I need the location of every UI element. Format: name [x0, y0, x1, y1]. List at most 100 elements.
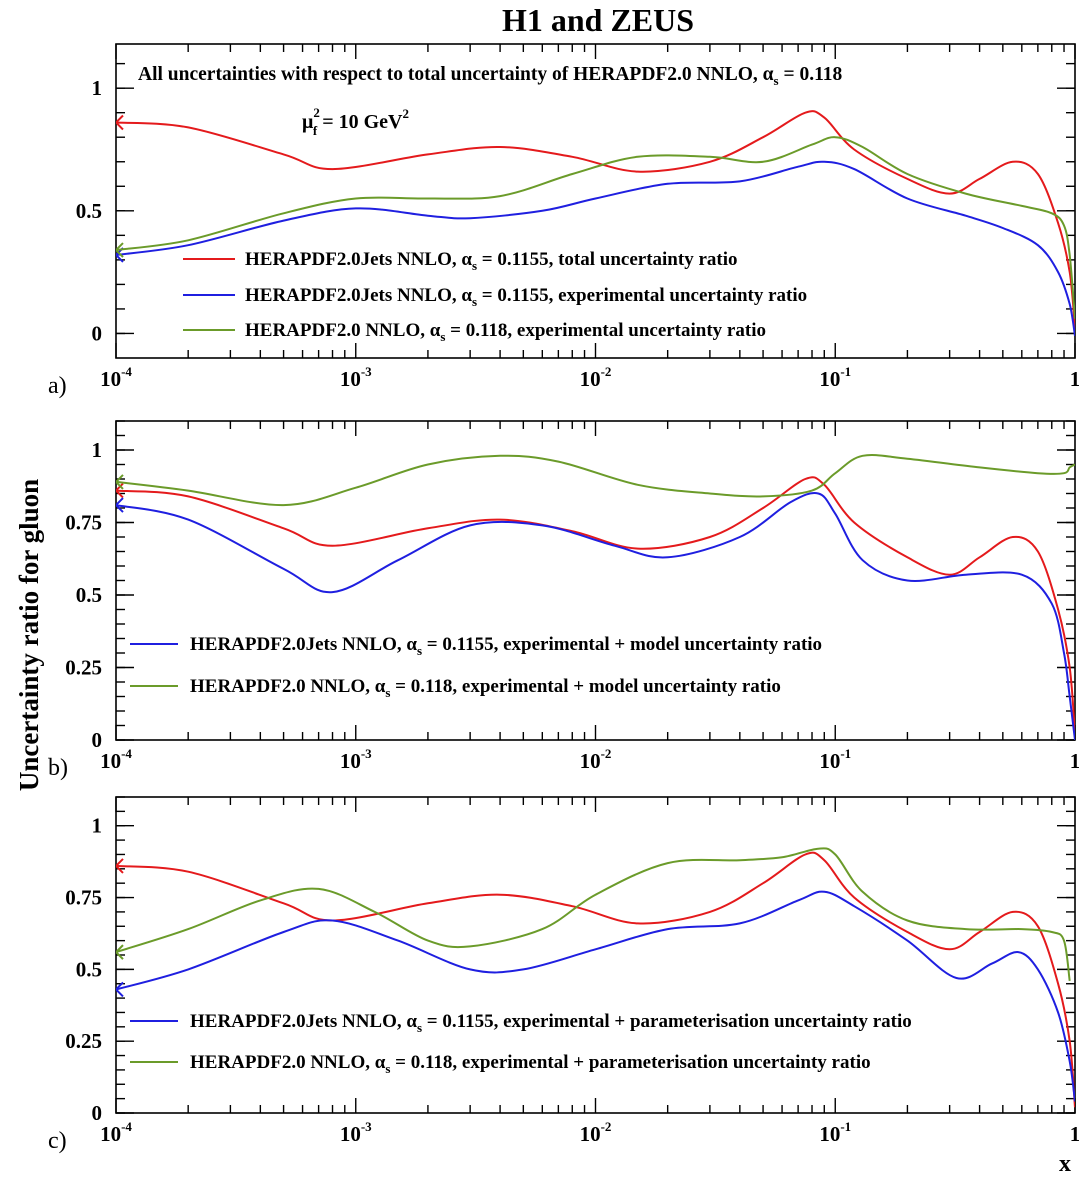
- curves: [116, 453, 1075, 740]
- panel-a: 10-4 10-3 10-2 10-1 100.51a)All uncertaintie…: [48, 43, 1079, 399]
- scale-mu: μ: [302, 111, 314, 133]
- x-tick-label: 10-3: [340, 746, 372, 773]
- x-tick-exponent: -1: [840, 364, 851, 379]
- panel-b: 10-4 10-3 10-2 10-1 100.250.50.751b)HERAPDF2…: [48, 420, 1079, 781]
- curves: [116, 110, 1075, 337]
- series-line-herapdf: [116, 847, 1071, 982]
- series-start-marker: [116, 858, 124, 874]
- legend-tail: = 0.118, experimental + parameterisation…: [390, 1052, 870, 1073]
- panel-label: a): [48, 373, 67, 399]
- x-tick-base: 10: [340, 1122, 361, 1146]
- y-tick-label: 0: [92, 1101, 103, 1125]
- x-tick-base: 1: [1070, 367, 1079, 391]
- legend-tail: = 0.118, experimental uncertainty ratio: [445, 320, 766, 341]
- legend-sub: s: [385, 1061, 390, 1076]
- series-start-marker: [116, 497, 124, 513]
- legend-entry: HERAPDF2.0Jets NNLO, αs = 0.1155, experi…: [190, 634, 822, 658]
- y-tick-label: 0: [92, 728, 103, 752]
- x-tick-exponent: -4: [121, 1119, 132, 1134]
- panels: 10-4 10-3 10-2 10-1 100.51a)All uncertaintie…: [48, 43, 1079, 1154]
- x-tick-exponent: -3: [361, 746, 372, 761]
- x-tick-label: 10-4: [100, 746, 132, 773]
- series-line-herapdf: [116, 136, 1075, 319]
- series-start-marker: [116, 474, 124, 490]
- y-tick-label: 0.75: [65, 511, 102, 535]
- x-tick-base: 10: [580, 367, 601, 391]
- legend-name: HERAPDF2.0Jets NNLO, α: [245, 249, 472, 270]
- x-tick-base: 10: [340, 367, 361, 391]
- y-tick-label: 0.75: [65, 886, 102, 910]
- x-tick-exponent: -4: [121, 364, 132, 379]
- x-tick-base: 10: [100, 1122, 121, 1146]
- scale-sub: f: [313, 123, 318, 138]
- y-tick-label: 0.5: [76, 957, 102, 981]
- x-tick-exponent: -3: [361, 364, 372, 379]
- legend-sub: s: [417, 643, 422, 658]
- series-line-jets: [116, 492, 1075, 740]
- legend-sub: s: [472, 294, 477, 309]
- scale-tail: = 10 GeV: [317, 111, 403, 133]
- plot-frame: [115, 43, 1076, 359]
- y-tick-label: 1: [92, 438, 103, 462]
- panel-label: c): [48, 1128, 67, 1154]
- chart-title: H1 and ZEUS: [502, 2, 694, 38]
- legend-name: HERAPDF2.0Jets NNLO, α: [190, 634, 417, 655]
- legend-entry: HERAPDF2.0Jets NNLO, αs = 0.1155, experi…: [190, 1011, 912, 1035]
- y-tick-label: 0.5: [76, 199, 102, 223]
- x-tick-exponent: -4: [121, 746, 132, 761]
- x-tick-label: 1: [1070, 367, 1079, 391]
- x-tick-base: 10: [100, 367, 121, 391]
- x-tick-label: 10-1: [819, 364, 851, 391]
- y-tick-label: 0.5: [76, 583, 102, 607]
- legend-entry: HERAPDF2.0 NNLO, αs = 0.118, experimenta…: [245, 320, 766, 344]
- x-tick-label: 10-2: [580, 1119, 612, 1146]
- x-tick-label: 10-2: [580, 364, 612, 391]
- x-tick-base: 10: [580, 749, 601, 773]
- x-tick-label: 10-2: [580, 746, 612, 773]
- series-line-total: [116, 476, 1075, 735]
- scale-sup: 2: [313, 105, 320, 120]
- scale-unit-sup: 2: [402, 106, 409, 121]
- annotation-tail: = 0.118: [779, 64, 843, 85]
- x-tick-exponent: -1: [840, 746, 851, 761]
- legend-sub: s: [472, 258, 477, 273]
- legend-entry: HERAPDF2.0Jets NNLO, αs = 0.1155, experi…: [245, 285, 807, 309]
- x-tick-base: 10: [819, 1122, 840, 1146]
- legend-name: HERAPDF2.0 NNLO, α: [190, 1052, 386, 1073]
- x-tick-label: 1: [1070, 1122, 1079, 1146]
- series-line-total: [116, 110, 1075, 329]
- x-tick-base: 1: [1070, 749, 1079, 773]
- x-tick-label: 10-3: [340, 1119, 372, 1146]
- annotation-sub: s: [774, 73, 779, 88]
- legend-name: HERAPDF2.0Jets NNLO, α: [245, 285, 472, 306]
- panel-annotation: All uncertainties with respect to total …: [138, 64, 843, 88]
- y-tick-label: 0.25: [65, 656, 102, 680]
- legend-sub: s: [440, 329, 445, 344]
- legend-name: HERAPDF2.0 NNLO, α: [190, 676, 386, 697]
- x-tick-label: 1: [1070, 749, 1079, 773]
- x-axis-title: x: [1059, 1151, 1071, 1177]
- y-tick-label: 0: [92, 321, 103, 345]
- x-tick-label: 10-1: [819, 746, 851, 773]
- series-start-marker: [116, 981, 124, 998]
- legend-entry: HERAPDF2.0 NNLO, αs = 0.118, experimenta…: [190, 1052, 871, 1076]
- legend-tail: = 0.1155, experimental + model uncertain…: [422, 634, 822, 655]
- y-axis-title: Uncertainty ratio for gluon: [14, 479, 44, 791]
- series-line-herapdf: [116, 453, 1075, 507]
- x-tick-base: 10: [819, 749, 840, 773]
- curves: [116, 847, 1075, 1108]
- y-tick-label: 1: [92, 814, 103, 838]
- x-tick-label: 10-4: [100, 1119, 132, 1146]
- y-tick-label: 1: [92, 76, 103, 100]
- x-tick-exponent: -3: [361, 1119, 372, 1134]
- legend-tail: = 0.1155, experimental uncertainty ratio: [477, 285, 807, 306]
- legend-sub: s: [417, 1020, 422, 1035]
- legend-name: HERAPDF2.0 NNLO, α: [245, 320, 441, 341]
- x-tick-label: 10-3: [340, 364, 372, 391]
- series-start-marker: [116, 944, 124, 960]
- legend-sub: s: [385, 685, 390, 700]
- legend-tail: = 0.1155, experimental + parameterisatio…: [422, 1011, 912, 1032]
- x-tick-base: 10: [100, 749, 121, 773]
- x-tick-exponent: -2: [601, 746, 612, 761]
